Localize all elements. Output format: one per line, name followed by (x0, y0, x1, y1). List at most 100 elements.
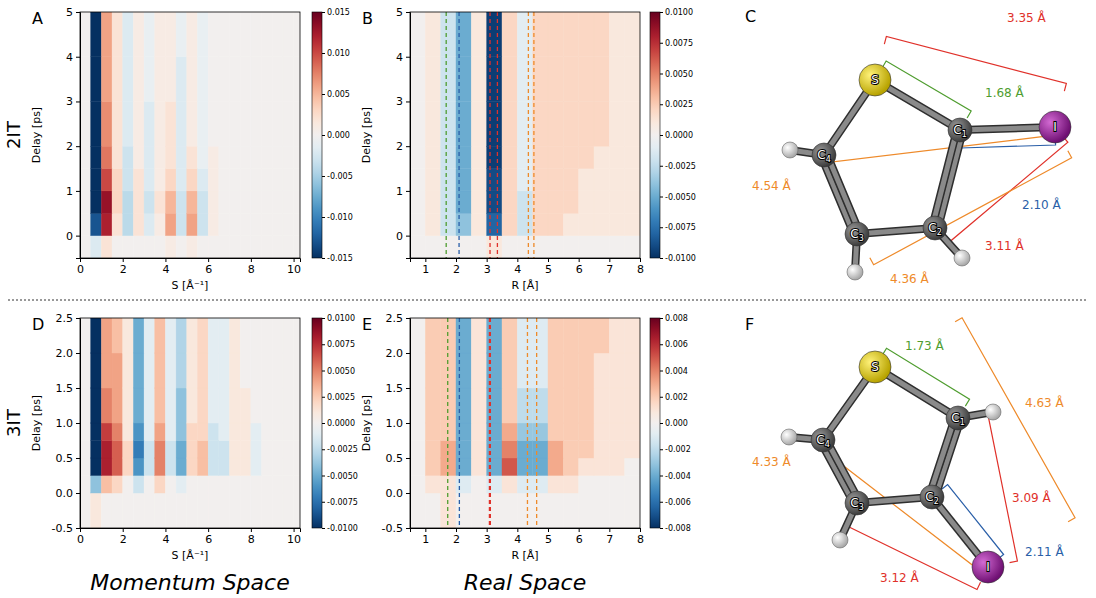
heatmap-cell (133, 146, 144, 168)
colorbar-tick-label: -0.0025 (665, 162, 696, 171)
heatmap-cell (262, 57, 273, 102)
heatmap-cell (208, 476, 219, 494)
heatmap-cell (579, 213, 594, 235)
heatmap-cell (155, 423, 166, 441)
heatmap-cell (502, 213, 517, 235)
colorbar-tick-label: 0.0100 (665, 8, 693, 17)
heatmap-cell (91, 146, 102, 168)
heatmap-cell (262, 493, 273, 528)
heatmap-cell (517, 213, 532, 235)
heatmap-cell (294, 191, 300, 213)
x-tick-mark (579, 528, 580, 532)
x-tick-label: 8 (637, 533, 644, 546)
heatmap-cell (144, 423, 155, 441)
heatmap-cell (283, 213, 294, 235)
heatmap-cell (155, 458, 166, 476)
colorbar-tick-label: -0.006 (665, 498, 691, 507)
heatmap-cell (563, 318, 578, 353)
heatmap-cell (456, 191, 471, 213)
x-tick-label: 5 (545, 533, 552, 546)
x-tick-label: 3 (484, 263, 491, 276)
heatmap-cell (548, 458, 563, 476)
y-tick: 1.0 (56, 417, 81, 430)
x-tick-mark (456, 528, 457, 532)
x-axis-line (81, 529, 301, 533)
distance-marker-line (489, 12, 490, 258)
heatmap-cell (517, 441, 532, 459)
colorbar-tick-mark (322, 371, 325, 372)
heatmap-cell (197, 169, 208, 191)
y-tick-mark (406, 191, 410, 192)
heatmap-cell (123, 146, 134, 168)
heatmap-cell (251, 493, 262, 528)
heatmap-cell (579, 12, 594, 57)
atom (812, 143, 836, 167)
heatmap-cell (133, 12, 144, 57)
heatmap-cell (425, 493, 440, 528)
y-tick-label: 2.5 (386, 312, 404, 325)
heatmap-cell (283, 146, 294, 168)
heatmap-cell (123, 191, 134, 213)
heatmap-cell (594, 236, 609, 258)
heatmap-cell (283, 353, 294, 388)
heatmap-cell (272, 353, 283, 388)
heatmap-cell (456, 458, 471, 476)
y-tick: 4 (66, 51, 80, 64)
colorbar-tick-mark (660, 528, 663, 529)
y-tick-label: 3 (396, 95, 403, 108)
heatmap-cell (272, 57, 283, 102)
heatmap-cell (594, 441, 609, 459)
heatmap-cell (101, 353, 112, 388)
colorbar-tick-mark (322, 135, 325, 136)
atom-label: C4 (816, 433, 829, 449)
y-tick-mark (76, 12, 80, 13)
heatmap-cell (123, 388, 134, 423)
colorbar-tick-label: -0.010 (327, 213, 353, 222)
heatmap-cell (187, 493, 198, 528)
y-tick-label: 1.5 (56, 382, 74, 395)
colorbar-tick-mark (660, 227, 663, 228)
colorbar-tick-label: -0.015 (327, 254, 353, 263)
heatmap-cell (91, 388, 102, 423)
heatmap-cell (80, 423, 91, 441)
x-tick: 4 (162, 258, 169, 276)
x-tick-label: 4 (514, 263, 521, 276)
heatmap-cell (625, 388, 640, 423)
y-tick: 0.5 (56, 452, 81, 465)
heatmap-cell (579, 458, 594, 476)
heatmap-cell (579, 146, 594, 168)
atom-label: S (871, 73, 879, 87)
heatmap-cell (441, 12, 456, 57)
heatmap-cell (625, 493, 640, 528)
heatmap-cell (425, 146, 440, 168)
heatmap-cell (579, 101, 594, 146)
heatmap-cell (240, 388, 251, 423)
colorbar-tick: 0.000 (660, 419, 688, 428)
x-tick-label: 10 (287, 263, 301, 276)
colorbar-tick: -0.005 (322, 172, 353, 181)
heatmap-cell (262, 458, 273, 476)
heatmap-cell (197, 423, 208, 441)
heatmap-cell (251, 169, 262, 191)
colorbar-tick: 0.002 (660, 393, 688, 402)
heatmap-cell (112, 423, 123, 441)
y-axis-line (406, 319, 411, 529)
heatmap-cell (283, 423, 294, 441)
heatmap-cell (165, 191, 176, 213)
heatmap-cell (609, 493, 624, 528)
heatmap-cell (283, 101, 294, 146)
heatmap-cell (425, 441, 440, 459)
heatmap-cell (517, 101, 532, 146)
heatmap-cell (563, 441, 578, 459)
colorbar-tick: -0.0100 (322, 524, 358, 533)
heatmap-cell (112, 458, 123, 476)
heatmap-cell (625, 476, 640, 494)
colorbar-tick: -0.006 (660, 498, 691, 507)
heatmap-cell (471, 236, 486, 258)
heatmap-cell (91, 101, 102, 146)
heatmap-cell (410, 318, 425, 353)
heatmap-cell (123, 458, 134, 476)
heatmap-cell (208, 423, 219, 441)
heatmap-cell (548, 101, 563, 146)
heatmap-cell (487, 191, 502, 213)
